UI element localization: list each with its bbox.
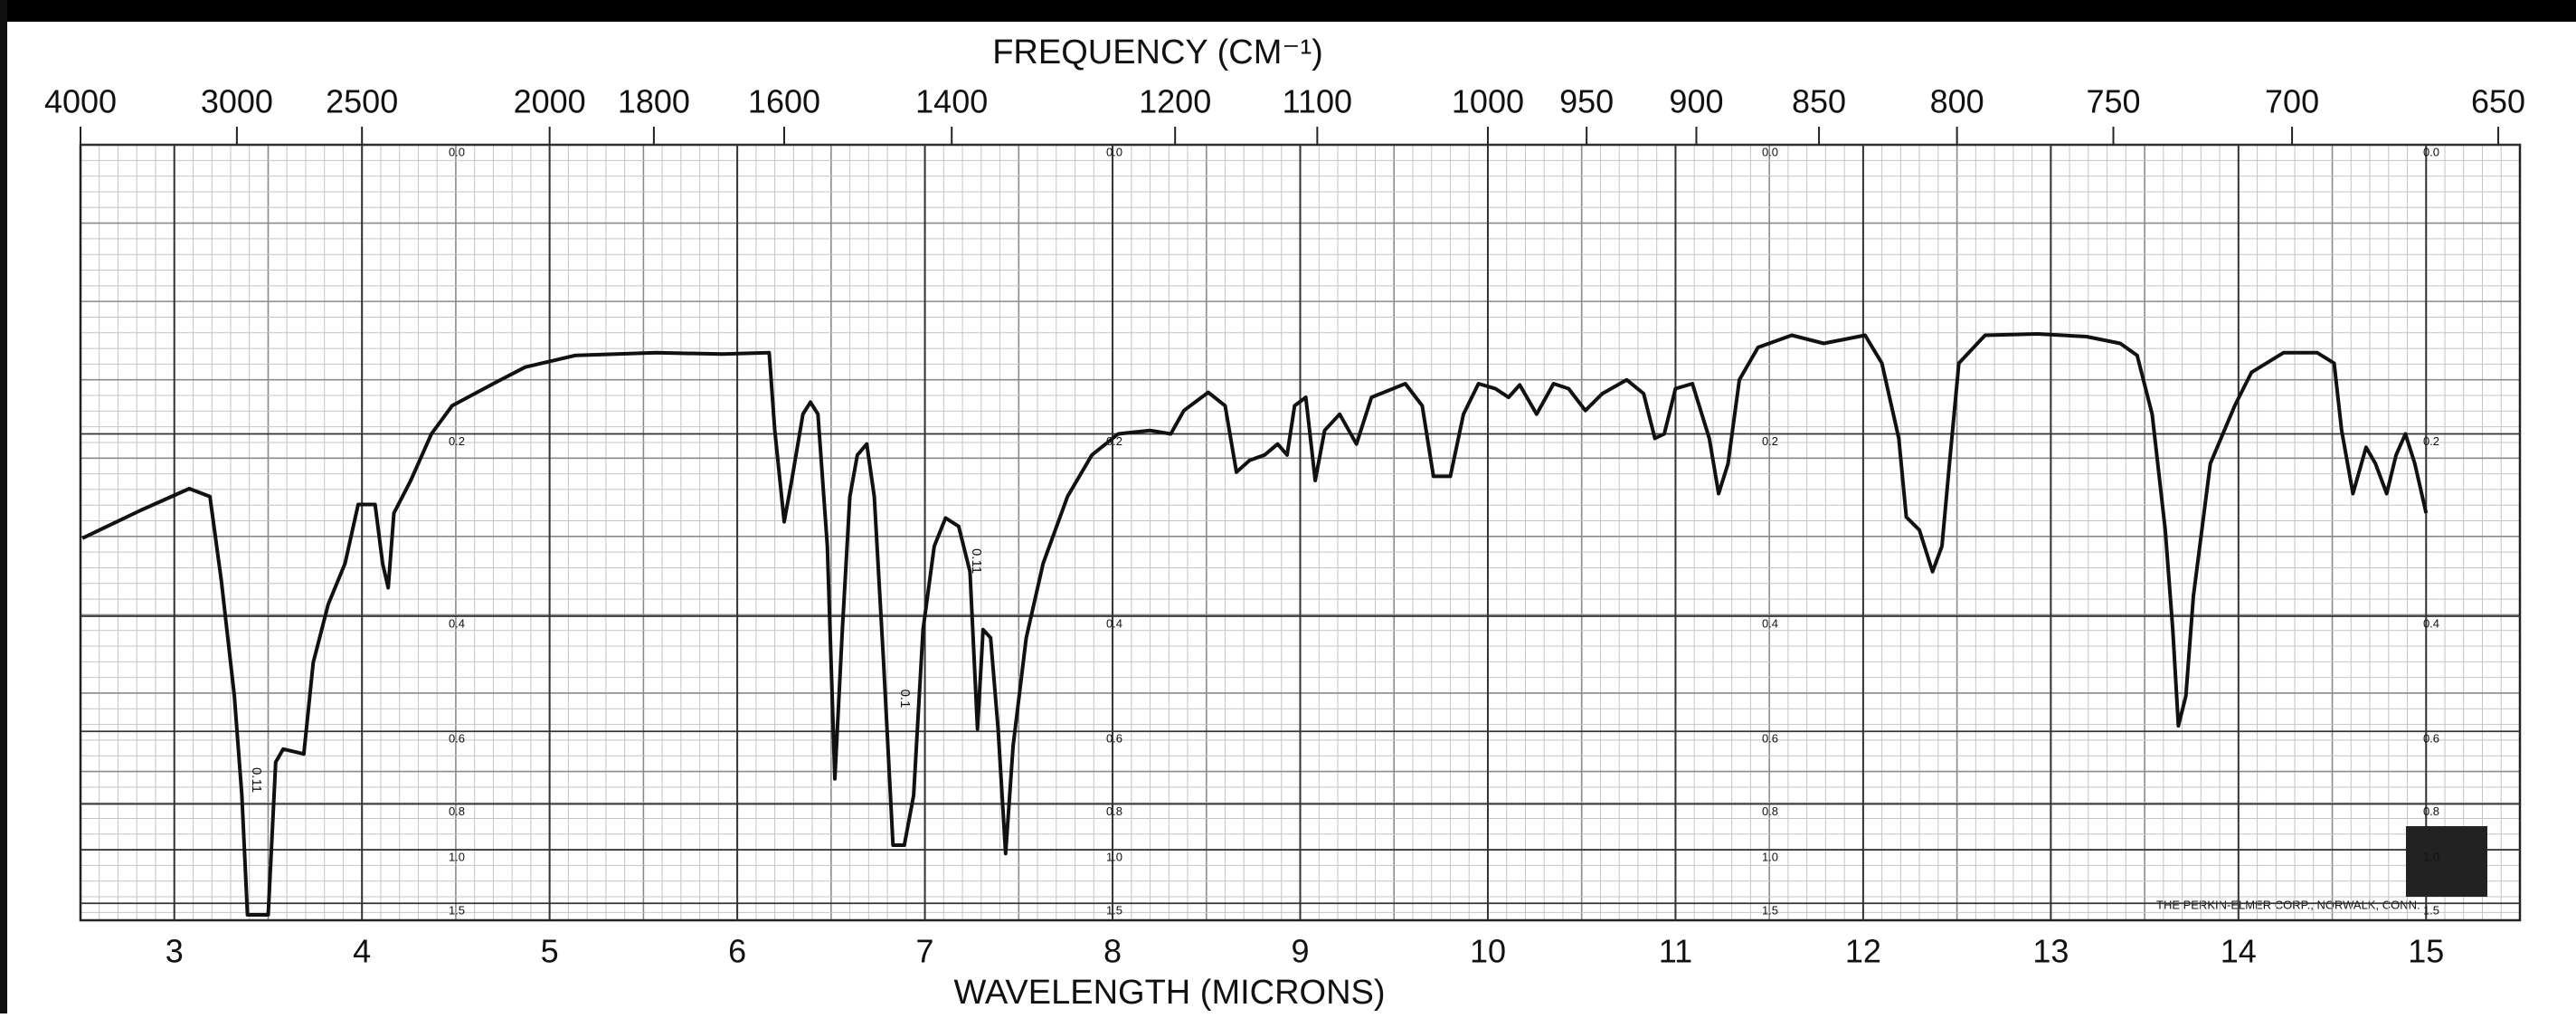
x2-tick-label: 650 bbox=[2471, 83, 2525, 120]
y-tick-label: 0.8 bbox=[449, 804, 465, 818]
x-tick-label: 12 bbox=[1845, 933, 1881, 970]
scan-border-top bbox=[0, 0, 2576, 22]
y-tick-label: 0.4 bbox=[1106, 616, 1122, 630]
annotation: 0.1 bbox=[897, 690, 913, 709]
x-tick-label: 6 bbox=[728, 933, 746, 970]
x-tick-label: 9 bbox=[1291, 933, 1309, 970]
annotation: 0.11 bbox=[249, 767, 264, 793]
x2-tick-label: 1800 bbox=[618, 83, 690, 120]
y-tick-label: 0.2 bbox=[449, 434, 465, 448]
y-tick-label: 0.4 bbox=[449, 616, 465, 630]
y-tick-label: 0.6 bbox=[449, 732, 465, 746]
x2-tick-label: 1100 bbox=[1283, 83, 1352, 120]
y-tick-label: 0.0 bbox=[1762, 145, 1778, 158]
x2-tick-label: 950 bbox=[1559, 83, 1614, 120]
x-tick-label: 3 bbox=[166, 933, 184, 970]
x2-tick-label: 750 bbox=[2086, 83, 2140, 120]
y-tick-label: 0.8 bbox=[2423, 804, 2439, 818]
y-tick-label: 0.4 bbox=[2423, 616, 2439, 630]
x2-tick-label: 850 bbox=[1792, 83, 1846, 120]
x2-tick-label: 1600 bbox=[748, 83, 820, 120]
x2-tick-label: 800 bbox=[1930, 83, 1984, 120]
y-tick-label: 0.4 bbox=[1762, 616, 1778, 630]
x2-tick-label: 2500 bbox=[326, 83, 398, 120]
y-tick-label: 1.0 bbox=[2423, 851, 2439, 864]
y-tick-label: 0.6 bbox=[2423, 732, 2439, 746]
y-tick-label: 0.8 bbox=[1106, 804, 1122, 818]
x2-tick-label: 1400 bbox=[915, 83, 988, 120]
x-tick-label: 7 bbox=[916, 933, 934, 970]
y-tick-label: 1.0 bbox=[1106, 851, 1122, 864]
x-tick-label: 13 bbox=[2032, 933, 2069, 970]
annotation: 0.11 bbox=[969, 548, 984, 574]
scan-border-left bbox=[0, 0, 7, 1013]
y-tick-label: 1.5 bbox=[1106, 904, 1122, 918]
x-tick-label: 14 bbox=[2221, 933, 2257, 970]
x2-tick-label: 4000 bbox=[44, 83, 117, 120]
x-tick-label: 5 bbox=[541, 933, 559, 970]
x-axis-title: WAVELENGTH (MICRONS) bbox=[953, 974, 1385, 1012]
y-tick-label: 1.5 bbox=[2423, 904, 2439, 918]
spectrum-line bbox=[81, 332, 2429, 917]
y-tick-label: 0.2 bbox=[2423, 434, 2439, 448]
y-tick-label: 0.8 bbox=[1762, 804, 1778, 818]
y-tick-label: 1.5 bbox=[1762, 904, 1778, 918]
y-tick-label: 1.5 bbox=[449, 904, 465, 918]
x-tick-label: 10 bbox=[1470, 933, 1506, 970]
y-tick-label: 0.0 bbox=[1106, 145, 1122, 158]
y-tick-label: 0.6 bbox=[1762, 732, 1778, 746]
y-tick-label: 0.6 bbox=[1106, 732, 1122, 746]
x2-tick-label: 1200 bbox=[1139, 83, 1211, 120]
x2-tick-label: 900 bbox=[1669, 83, 1723, 120]
x2-tick-label: 2000 bbox=[514, 83, 586, 120]
y-tick-label: 0.0 bbox=[449, 145, 465, 158]
x-tick-label: 11 bbox=[1659, 933, 1692, 970]
y-tick-label: 0.0 bbox=[2423, 145, 2439, 158]
imprint: THE PERKIN-ELMER CORP., NORWALK, CONN. bbox=[2156, 898, 2420, 911]
x-tick-label: 15 bbox=[2408, 933, 2444, 970]
y-tick-label: 1.0 bbox=[449, 851, 465, 864]
y-tick-label: 1.0 bbox=[1762, 851, 1778, 864]
chart-title: FREQUENCY (CM⁻¹) bbox=[992, 33, 1323, 71]
stamp bbox=[2406, 826, 2487, 897]
y-tick-label: 0.2 bbox=[1106, 434, 1122, 448]
x2-tick-label: 3000 bbox=[201, 83, 273, 120]
x-tick-label: 8 bbox=[1103, 933, 1122, 970]
x2-tick-label: 700 bbox=[2265, 83, 2319, 120]
x2-tick-label: 1000 bbox=[1452, 83, 1524, 120]
y-tick-label: 0.2 bbox=[1762, 434, 1778, 448]
x-tick-label: 4 bbox=[353, 933, 371, 970]
